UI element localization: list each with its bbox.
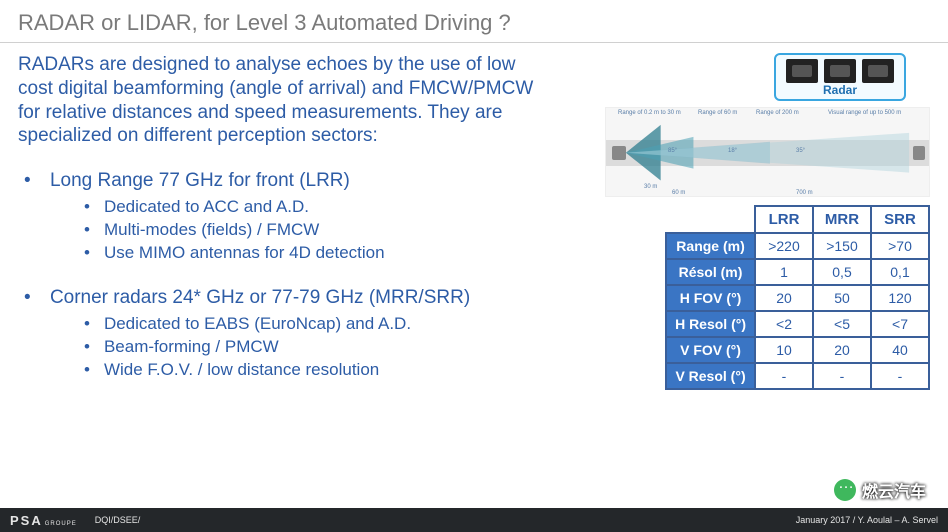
cell: 40 bbox=[871, 337, 929, 363]
range-label: Visual range of up to 500 m bbox=[828, 110, 901, 116]
cell: - bbox=[755, 363, 813, 389]
radar-callout: Radar bbox=[774, 53, 906, 101]
table-row: H Resol (°)<2<5<7 bbox=[666, 311, 929, 337]
sub-item: Wide F.O.V. / low distance resolution bbox=[84, 359, 549, 382]
slide-body: RADARs are designed to analyse echoes by… bbox=[0, 43, 948, 404]
bullet-head: Corner radars 24* GHz or 77-79 GHz (MRR/… bbox=[50, 287, 470, 308]
row-header: H FOV (°) bbox=[666, 285, 755, 311]
table-row: Résol (m)10,50,1 bbox=[666, 259, 929, 285]
sub-item: Dedicated to EABS (EuroNcap) and A.D. bbox=[84, 313, 549, 336]
bullet-lrr: Long Range 77 GHz for front (LRR) Dedica… bbox=[24, 170, 549, 265]
dist-label: 30 m bbox=[644, 184, 657, 190]
table-row: V Resol (°)--- bbox=[666, 363, 929, 389]
cell: 20 bbox=[813, 337, 871, 363]
watermark-text: 燃云汽车 bbox=[862, 478, 926, 502]
col-header: MRR bbox=[813, 206, 871, 233]
slide: RADAR or LIDAR, for Level 3 Automated Dr… bbox=[0, 0, 948, 532]
range-label: Range of 60 m bbox=[698, 110, 737, 116]
row-header: V Resol (°) bbox=[666, 363, 755, 389]
footer-bar: PSA GROUPE DQI/DSEE/ January 2017 / Y. A… bbox=[0, 508, 948, 532]
table-body: Range (m)>220>150>70Résol (m)10,50,1H FO… bbox=[666, 233, 929, 389]
col-header: SRR bbox=[871, 206, 929, 233]
text-column: RADARs are designed to analyse echoes by… bbox=[18, 53, 549, 404]
cell: 0,1 bbox=[871, 259, 929, 285]
table-head: LRR MRR SRR bbox=[666, 206, 929, 233]
cell: <7 bbox=[871, 311, 929, 337]
row-header: H Resol (°) bbox=[666, 311, 755, 337]
bullet-corner: Corner radars 24* GHz or 77-79 GHz (MRR/… bbox=[24, 287, 549, 382]
cell: 0,5 bbox=[813, 259, 871, 285]
slide-title: RADAR or LIDAR, for Level 3 Automated Dr… bbox=[18, 10, 930, 36]
radar-sensor-row bbox=[786, 59, 894, 83]
cell: - bbox=[813, 363, 871, 389]
range-label: Range of 200 m bbox=[756, 110, 799, 116]
dist-label: 700 m bbox=[796, 190, 813, 196]
cell: >70 bbox=[871, 233, 929, 259]
row-header: Résol (m) bbox=[666, 259, 755, 285]
sub-list: Dedicated to ACC and A.D. Multi-modes (f… bbox=[24, 196, 549, 265]
radar-sensor-icon bbox=[786, 59, 818, 83]
bullet-head: Long Range 77 GHz for front (LRR) bbox=[50, 170, 350, 191]
figure-column: Radar Range of 0.2 m to 30 m Range of 60… bbox=[549, 53, 934, 404]
row-header: V FOV (°) bbox=[666, 337, 755, 363]
cell: >150 bbox=[813, 233, 871, 259]
cell: - bbox=[871, 363, 929, 389]
cell: >220 bbox=[755, 233, 813, 259]
cell: <2 bbox=[755, 311, 813, 337]
col-header: LRR bbox=[755, 206, 813, 233]
psa-logo: PSA bbox=[10, 513, 43, 528]
row-header: Range (m) bbox=[666, 233, 755, 259]
cell: 120 bbox=[871, 285, 929, 311]
watermark: 燃云汽车 bbox=[834, 478, 926, 502]
title-bar: RADAR or LIDAR, for Level 3 Automated Dr… bbox=[0, 0, 948, 43]
table-row: V FOV (°)102040 bbox=[666, 337, 929, 363]
bullet-list: Long Range 77 GHz for front (LRR) Dedica… bbox=[18, 170, 549, 382]
cell: 20 bbox=[755, 285, 813, 311]
radar-sensor-icon bbox=[824, 59, 856, 83]
cell: 50 bbox=[813, 285, 871, 311]
intro-paragraph: RADARs are designed to analyse echoes by… bbox=[18, 53, 549, 148]
table-row: Range (m)>220>150>70 bbox=[666, 233, 929, 259]
spec-table: LRR MRR SRR Range (m)>220>150>70Résol (m… bbox=[665, 205, 930, 390]
dist-label: 60 m bbox=[672, 190, 685, 196]
sub-item: Use MIMO antennas for 4D detection bbox=[84, 242, 549, 265]
cell: <5 bbox=[813, 311, 871, 337]
fov-diagram: Range of 0.2 m to 30 m Range of 60 m Ran… bbox=[605, 107, 930, 197]
cell: 10 bbox=[755, 337, 813, 363]
angle-label: 85° bbox=[668, 148, 677, 154]
angle-label: 18° bbox=[728, 148, 737, 154]
sub-item: Beam-forming / PMCW bbox=[84, 336, 549, 359]
sub-item: Multi-modes (fields) / FMCW bbox=[84, 219, 549, 242]
psa-sub: GROUPE bbox=[45, 521, 77, 527]
dept-code: DQI/DSEE/ bbox=[95, 515, 141, 525]
angle-label: 35° bbox=[796, 148, 805, 154]
wechat-icon bbox=[834, 479, 856, 501]
radar-label: Radar bbox=[823, 83, 857, 97]
sub-item: Dedicated to ACC and A.D. bbox=[84, 196, 549, 219]
radar-sensor-icon bbox=[862, 59, 894, 83]
credit-line: January 2017 / Y. Aoulal – A. Servel bbox=[796, 515, 938, 525]
cell: 1 bbox=[755, 259, 813, 285]
table-row: H FOV (°)2050120 bbox=[666, 285, 929, 311]
range-label: Range of 0.2 m to 30 m bbox=[618, 110, 681, 116]
sub-list: Dedicated to EABS (EuroNcap) and A.D. Be… bbox=[24, 313, 549, 382]
blank-header bbox=[666, 206, 755, 233]
